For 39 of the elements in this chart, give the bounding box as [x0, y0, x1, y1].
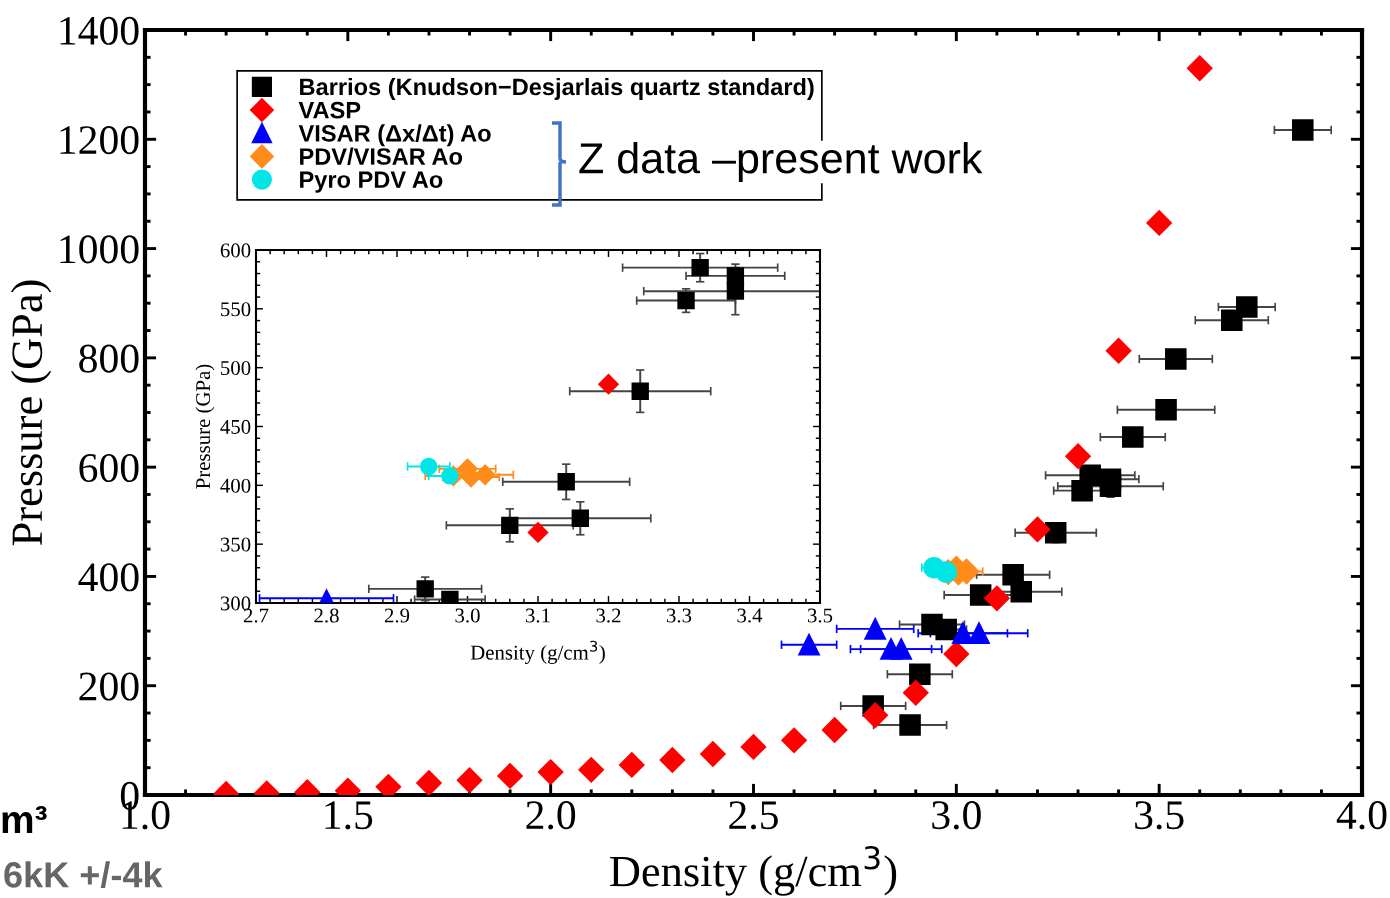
legend-label: VASP — [298, 101, 361, 119]
text: 6kK +/-4k — [4, 861, 163, 889]
legend-label: Barrios (Knudson−Desjarlais quartz standard) — [300, 77, 814, 100]
x-tick-label: 3.2 — [596, 608, 621, 623]
x-tick-label: 3.5 — [807, 608, 833, 623]
x-tick-label: 2.5 — [729, 801, 778, 830]
x-axis-title: Density (g/cm$^{3}$) — [610, 845, 897, 896]
x-tick-label: 4.0 — [1336, 801, 1387, 830]
y-tick-label: 550 — [221, 302, 251, 317]
y-tick-label: 1000 — [60, 235, 139, 264]
legend-label: PDV/VISAR Ao — [300, 147, 463, 166]
x-tick-label: 3.0 — [455, 608, 480, 623]
annotation: Z data –present work — [579, 141, 983, 183]
x-tick-label: 3.4 — [737, 608, 763, 623]
x-tick-label: 3.1 — [525, 608, 550, 623]
y-tick-label: 600 — [220, 243, 251, 258]
y-tick-label: 400 — [78, 563, 139, 592]
x-tick-label: 2.8 — [314, 608, 339, 623]
legend-label: VISAR (Δx/Δt) Ao — [298, 124, 491, 147]
x-tick-label: 2.0 — [526, 801, 576, 830]
y-tick-label: 1400 — [60, 16, 139, 45]
legend-label: Pyro PDV Ao — [300, 171, 443, 193]
y-tick-label: 600 — [79, 453, 139, 483]
y-tick-label: 200 — [79, 672, 139, 701]
y-tick-label: 500 — [221, 361, 251, 376]
x-tick-label: 2.9 — [384, 608, 410, 623]
text: m³ — [2, 805, 47, 834]
x-axis-title: Density (g/cm$^{3}$) — [470, 640, 605, 664]
y-axis-title: Pressure (GPa) — [195, 364, 215, 489]
y-tick-label: 400 — [220, 478, 251, 493]
y-tick-label: 800 — [79, 344, 139, 373]
y-tick-label: 450 — [220, 419, 251, 434]
x-tick-label: 1.5 — [325, 801, 373, 830]
x-tick-label: 3.3 — [666, 608, 692, 623]
y-tick-label: 1200 — [60, 126, 139, 155]
y-tick-label: 350 — [220, 537, 251, 552]
x-tick-label: 3.5 — [1135, 801, 1184, 830]
x-tick-label: 3.0 — [932, 801, 981, 830]
y-axis-title: Pressure (GPa) — [10, 280, 52, 546]
